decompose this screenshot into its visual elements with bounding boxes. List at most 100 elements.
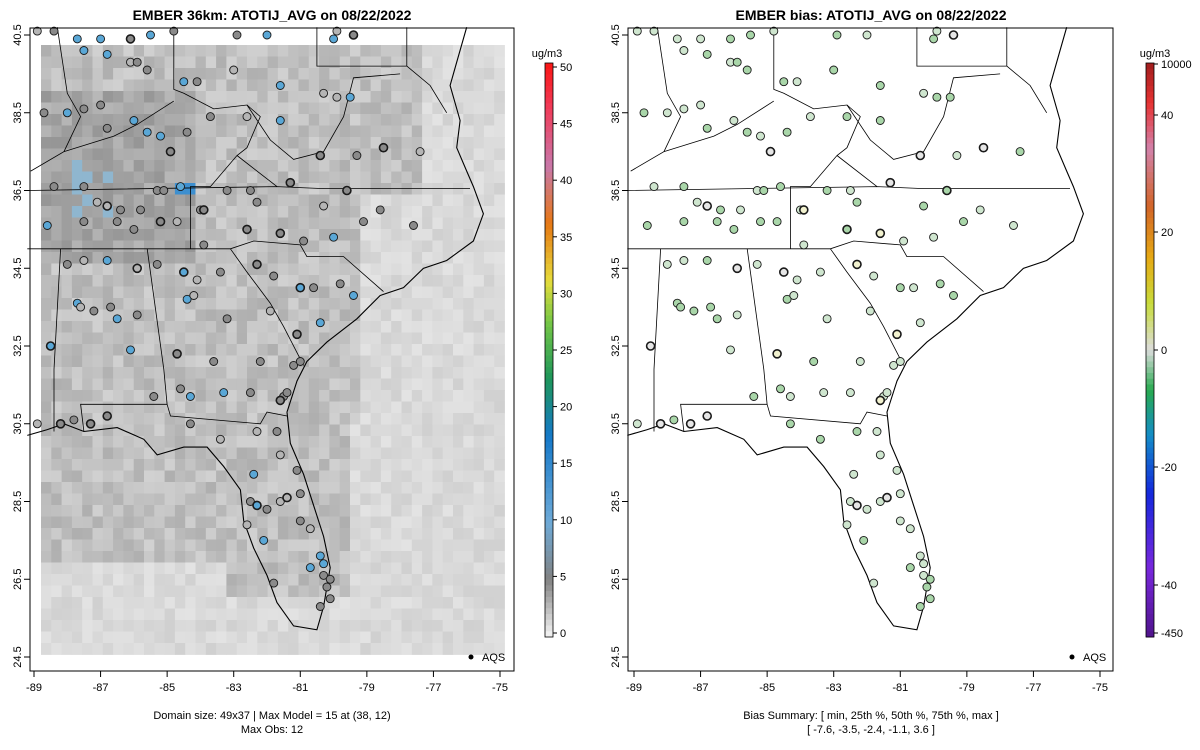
grid-cell (360, 608, 371, 621)
grid-cell (102, 528, 114, 540)
grid-cell (61, 643, 73, 655)
grid-cell (113, 367, 124, 379)
grid-cell (453, 206, 464, 218)
grid-cell (453, 321, 464, 333)
grid-cell (236, 79, 248, 92)
colorbar-segment (545, 591, 553, 598)
colorbar-segment (545, 217, 553, 225)
grid-cell (432, 240, 444, 253)
y-tick-label: 32.5 (610, 335, 622, 356)
grid-cell (422, 160, 433, 172)
grid-cell (154, 562, 165, 575)
grid-cell (71, 275, 83, 287)
grid-cell (277, 309, 289, 322)
colorbar-segment (1146, 602, 1154, 609)
colorbar-segment (1146, 321, 1154, 328)
grid-cell (102, 217, 114, 230)
grid-cell (422, 344, 433, 356)
grid-cell (350, 309, 361, 322)
grid-cell (123, 79, 135, 92)
grid-cell (391, 148, 402, 161)
grid-cell (298, 413, 310, 425)
grid-cell (144, 562, 155, 575)
grid-cell (483, 631, 495, 644)
grid-cell (41, 79, 52, 92)
station-point (272, 427, 282, 436)
grid-cell (71, 240, 83, 253)
bias-station-point (732, 57, 742, 67)
grid-cell (133, 447, 145, 460)
grid-cell (102, 643, 114, 655)
grid-cell (432, 516, 444, 529)
grid-cell (92, 539, 104, 552)
grid-cell (154, 56, 165, 69)
grid-cell (432, 505, 444, 517)
grid-cell (442, 148, 454, 161)
colorbar-segment (1146, 80, 1154, 87)
grid-cell (288, 562, 299, 575)
grid-cell (71, 539, 83, 552)
grid-cell (41, 114, 52, 126)
grid-cell (174, 148, 186, 161)
colorbar-segment (545, 258, 553, 265)
grid-cell (391, 585, 402, 598)
grid-cell (226, 620, 238, 632)
grid-cell (308, 102, 320, 115)
station-point (102, 411, 112, 421)
grid-cell (164, 137, 176, 149)
grid-cell (370, 263, 382, 276)
colorbar-segment (1146, 390, 1154, 397)
grid-cell (473, 631, 485, 644)
grid-cell (226, 631, 238, 644)
grid-cell (329, 470, 341, 483)
grid-cell (483, 286, 495, 299)
grid-cell (133, 378, 145, 391)
station-point (319, 201, 329, 211)
grid-cell (267, 160, 279, 172)
grid-cell (174, 551, 186, 563)
grid-cell (483, 137, 495, 149)
station-point (332, 92, 342, 102)
model-map-title: EMBER 36km: ATOTIJ_AVG on 08/22/2022 (133, 7, 412, 23)
grid-cell (267, 229, 279, 241)
y-tick-label: 36.5 (12, 180, 24, 201)
grid-cell (360, 436, 371, 448)
grid-cell (123, 643, 135, 655)
grid-cell (174, 505, 186, 517)
grid-cell (339, 148, 351, 161)
grid-cell (288, 321, 299, 333)
grid-cell (360, 171, 371, 184)
grid-cell (247, 56, 258, 69)
grid-cell (483, 45, 495, 57)
grid-cell (185, 321, 196, 333)
grid-cell (267, 482, 279, 494)
grid-cell (329, 148, 341, 161)
station-point (199, 205, 209, 215)
grid-cell (123, 355, 135, 368)
grid-cell (82, 378, 93, 391)
station-point (132, 263, 142, 274)
grid-cell (82, 447, 93, 460)
colorbar-segment (1146, 240, 1154, 248)
grid-cell (380, 401, 392, 414)
grid-cell (133, 401, 145, 414)
grid-cell (370, 240, 382, 253)
grid-cell (267, 56, 279, 69)
grid-cell (473, 240, 485, 253)
grid-cell (401, 160, 413, 172)
grid-cell (174, 390, 186, 402)
colorbar-segment (1146, 470, 1154, 477)
coastline (27, 27, 484, 631)
station-point (215, 434, 225, 444)
grid-cell (411, 91, 423, 103)
grid-cell (154, 631, 165, 644)
colorbar-segment (545, 367, 553, 374)
grid-cell (350, 171, 361, 184)
grid-cell (164, 45, 176, 57)
bias-station-point (819, 388, 829, 398)
grid-cell (442, 160, 454, 172)
grid-cell (41, 56, 52, 69)
bias-station-point (865, 306, 875, 316)
grid-cell (82, 263, 93, 276)
grid-cell (236, 56, 248, 69)
